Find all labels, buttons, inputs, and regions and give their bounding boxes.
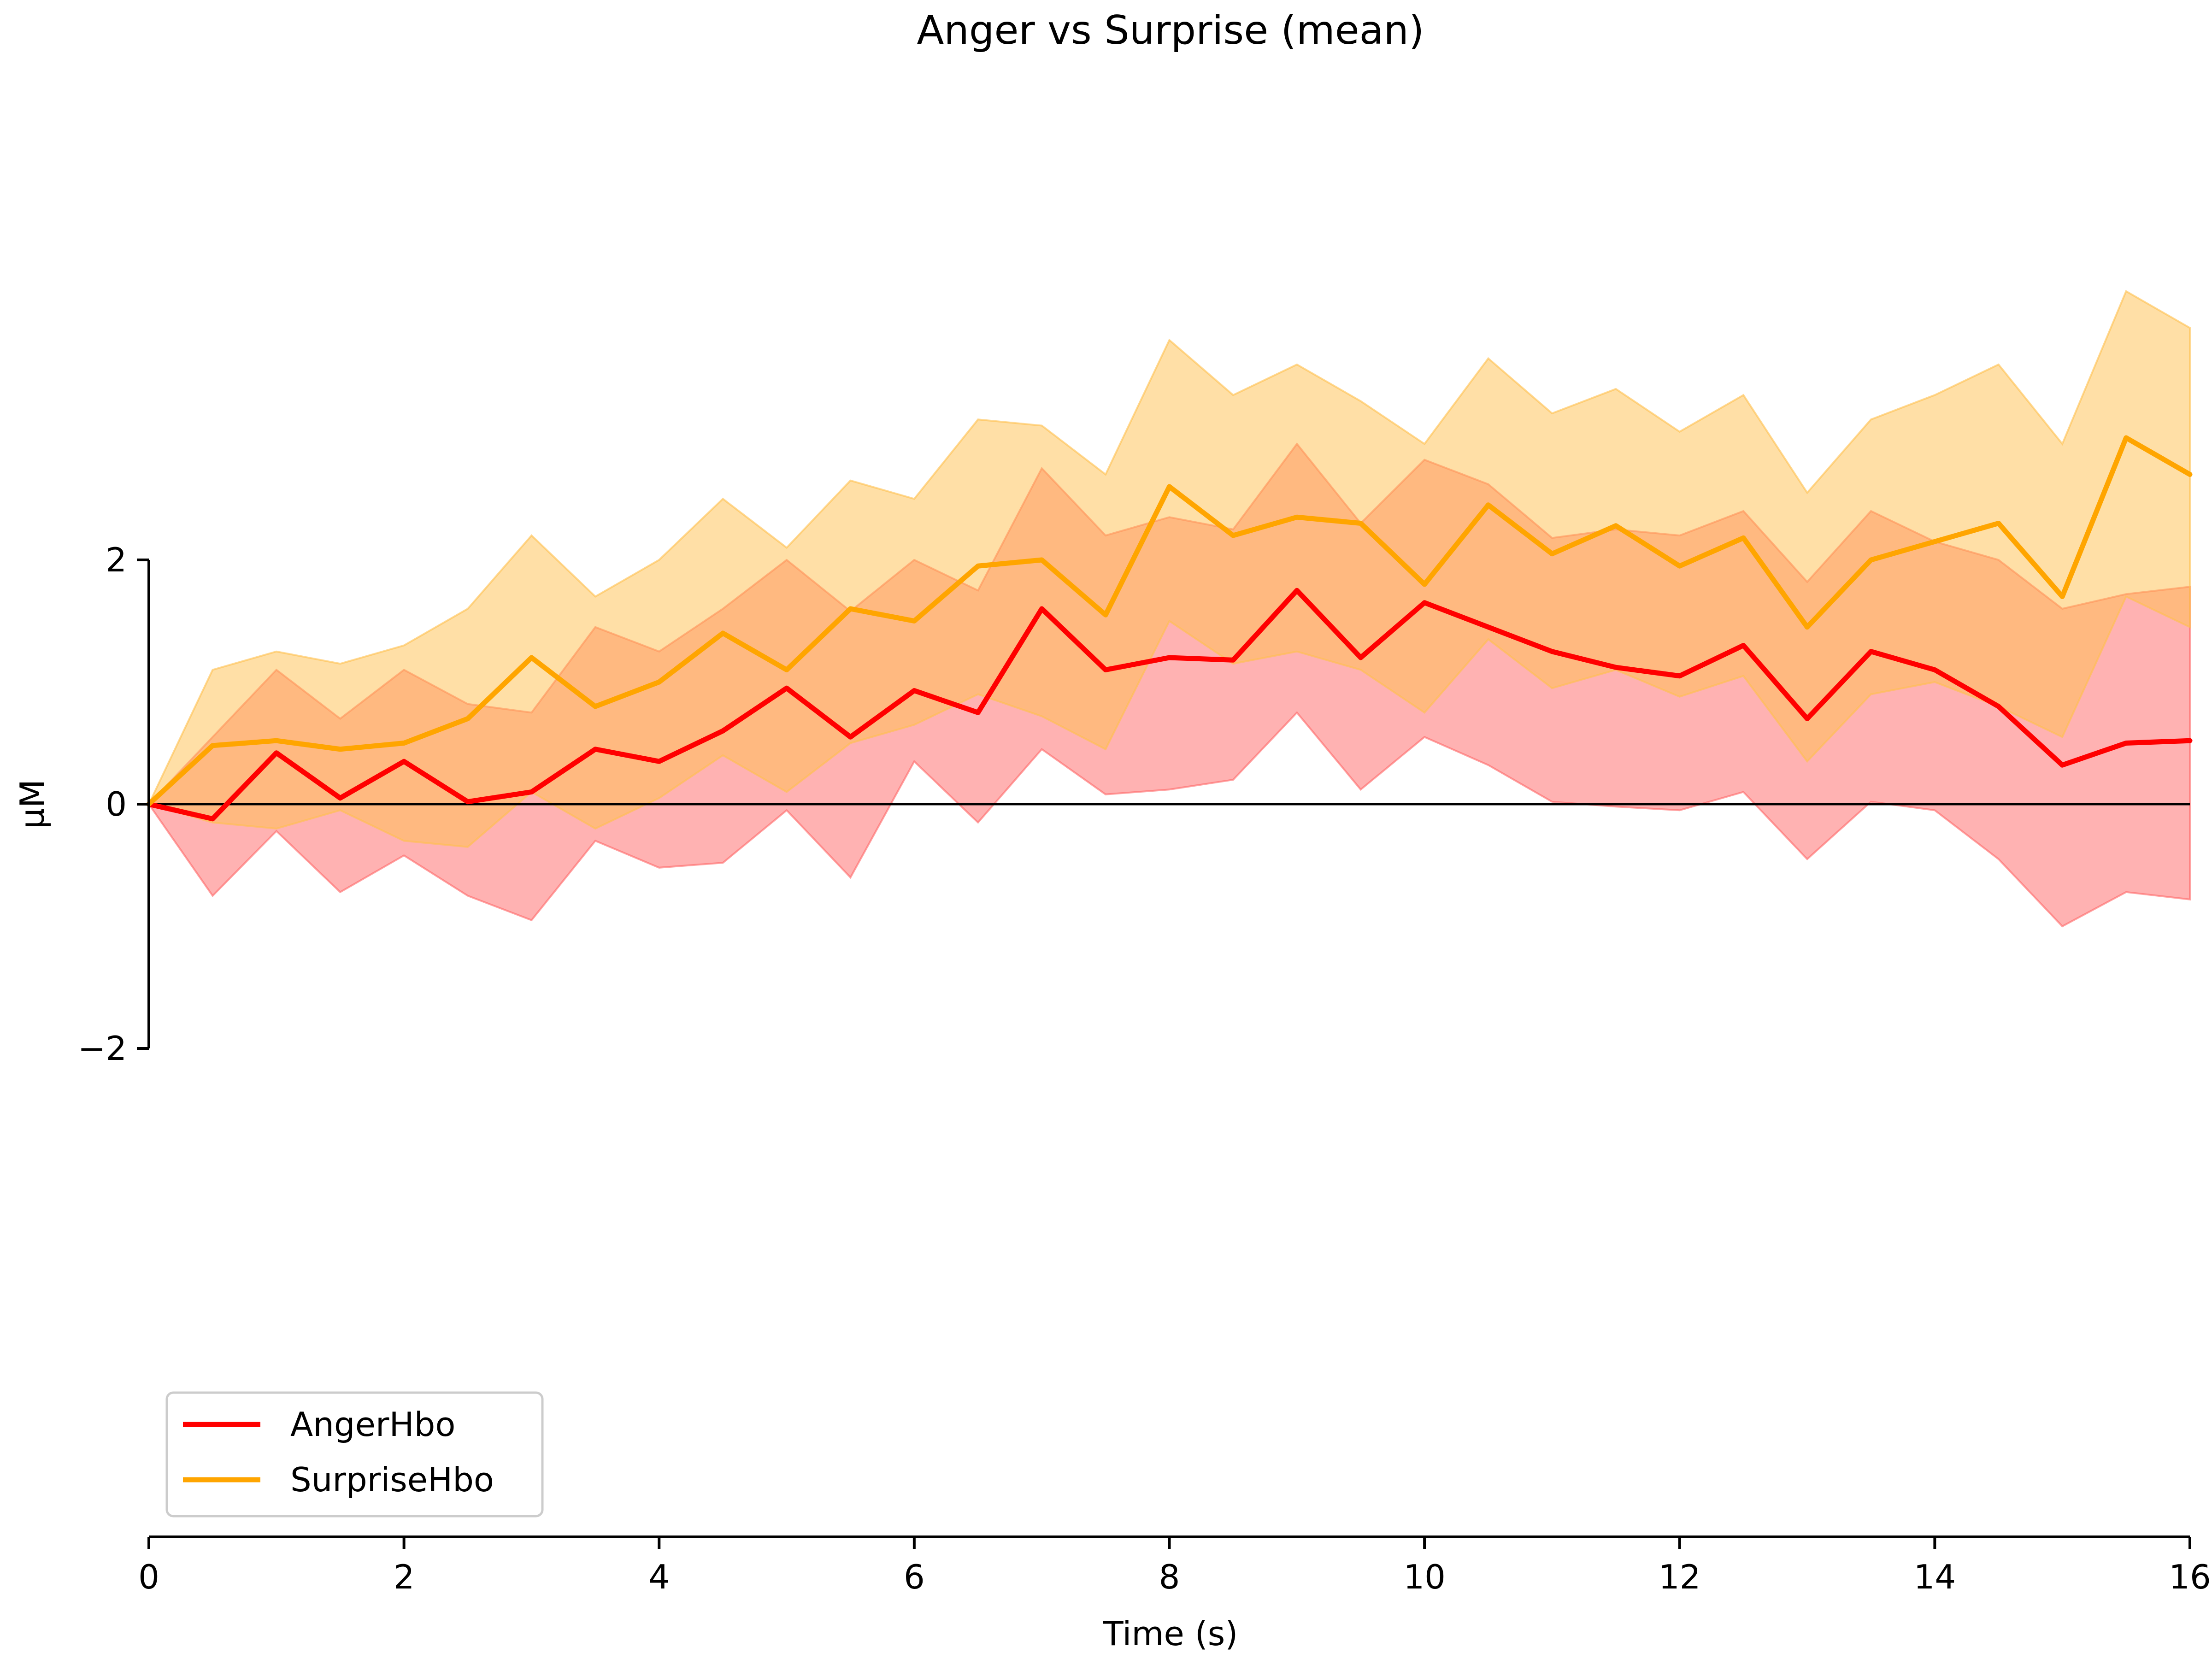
y-tick-label: 0 bbox=[106, 785, 127, 824]
x-tick-label: 2 bbox=[394, 1558, 415, 1596]
x-tick-label: 4 bbox=[648, 1558, 670, 1596]
x-tick-label: 10 bbox=[1403, 1558, 1446, 1596]
x-tick-label: 0 bbox=[138, 1558, 159, 1596]
series-line-angerhbo bbox=[146, 588, 2193, 822]
legend: AngerHbo SurpriseHbo bbox=[165, 1391, 544, 1518]
chart-title: Anger vs Surprise (mean) bbox=[917, 7, 1424, 53]
x-tick-label: 16 bbox=[2169, 1558, 2211, 1596]
band-surprisehbo bbox=[147, 290, 2191, 848]
x-tick-label: 12 bbox=[1659, 1558, 1701, 1596]
legend-label-angerhbo: AngerHbo bbox=[290, 1405, 455, 1444]
x-tick-label: 8 bbox=[1159, 1558, 1180, 1596]
y-axis-label: µM bbox=[13, 779, 52, 829]
x-axis-label: Time (s) bbox=[1103, 1614, 1238, 1653]
x-axis: 0 2 4 6 8 10 12 14 16 bbox=[138, 1535, 2211, 1596]
y-tick-label: 2 bbox=[106, 541, 127, 579]
legend-label-surprisehbo: SurpriseHbo bbox=[290, 1460, 494, 1499]
x-tick-label: 6 bbox=[904, 1558, 925, 1596]
series-line-surprisehbo bbox=[146, 435, 2193, 807]
legend-frame bbox=[165, 1391, 544, 1518]
y-tick-label: −2 bbox=[78, 1029, 127, 1068]
y-axis: −2 0 2 bbox=[78, 541, 150, 1068]
confidence-bands bbox=[147, 290, 2191, 928]
x-tick-label: 14 bbox=[1914, 1558, 1956, 1596]
series-lines bbox=[146, 435, 2193, 822]
